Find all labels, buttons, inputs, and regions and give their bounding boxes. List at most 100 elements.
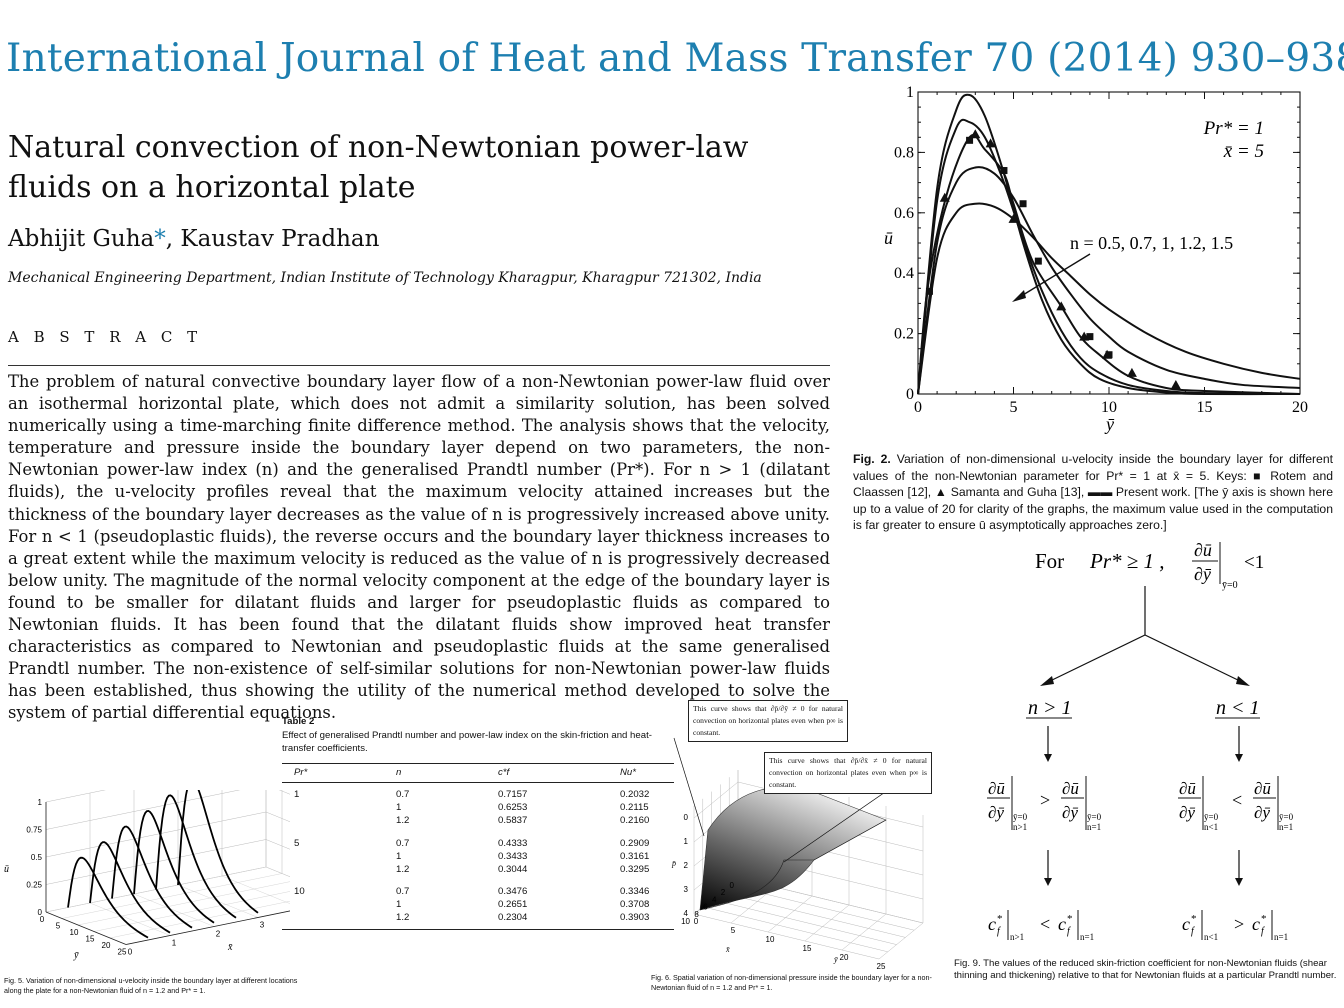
fig2-marker-triangle [1079,331,1090,341]
authors: Abhijit Guha*, Kaustav Pradhan [8,226,379,252]
table-cell [282,802,384,815]
fig5-gridline [265,866,290,877]
svg-text:∂ū: ∂ū [1194,540,1212,560]
svg-text:n<1: n<1 [1204,822,1218,832]
fig9-right-branch: n < 1 [1216,697,1260,719]
svg-text:n<1: n<1 [1204,932,1218,942]
fig2-marker-triangle [1056,301,1067,311]
svg-text:ȳ=0: ȳ=0 [1222,580,1238,591]
author-name: Abhijit Guha [8,226,155,252]
fig6-ytick: 25 [877,962,886,971]
fig2-ytick-label: 0.6 [894,205,914,222]
table2-grid: Pr* n c*f Nu* 1 0.7 0.7157 0.2032 1 0.6253 0.2… [282,763,674,931]
fig6-surface-edge [699,819,887,911]
svg-text:∂ȳ: ∂ȳ [1254,803,1270,822]
fig2-series-line [917,118,1301,395]
fig5-gridline [265,811,290,823]
table-cell: 0.2160 [620,814,650,826]
fig5-gridline [45,790,241,830]
fig5-gridline [265,839,290,850]
fig5-profile-curve [89,841,171,934]
svg-text:∂ū: ∂ū [1254,779,1271,798]
fig5-xbar-tick: 1 [172,939,177,948]
svg-text:ȳ=0: ȳ=0 [1279,812,1294,822]
fig9-left-compare: ∂ū ∂ȳ ȳ=0n>1 > ∂ū ∂ȳ ȳ=0n=1 [987,776,1102,832]
fig6-caption: Fig. 6. Spatial variation of non-dimensi… [651,973,932,992]
table-cell: 0.7 [396,789,410,800]
table-cell: 0.4333 [498,837,528,849]
table2-header: Pr* [282,763,384,783]
table-cell: 0.3476 [498,886,528,898]
fig5-xbar-label: x̄ [227,942,233,953]
fig2-xtick-label: 15 [1197,399,1213,416]
fig2-annot-x: x̄ = 5 [1223,141,1264,162]
fig6-note2: This curve shows that ∂p̄/∂x̄ ≠ 0 for na… [764,752,932,794]
fig6-gridline [841,913,887,951]
fig2-series-line [917,202,1301,395]
table-cell [282,864,384,881]
svg-text:n=1: n=1 [1087,822,1101,832]
fig2-marker-square [966,136,974,144]
table-cell [282,851,384,864]
fig9-top-derivative: ∂ū ∂ȳ ȳ=0 [1192,540,1238,591]
fig2-annot-n: n = 0.5, 0.7, 1, 1.2, 1.5 [1070,233,1233,253]
table-row: 1 0.3433 0.3161 [282,851,674,864]
table-cell: 0.3295 [620,863,650,875]
svg-text:c: c [988,914,996,934]
fig5-gridline [45,911,127,945]
fig5-ybar-tick: 15 [86,935,95,944]
fig5-gridline [89,902,171,936]
table-cell: 1.2 [396,814,410,826]
fig6-ztick: 2 [684,861,689,870]
table-cell: 0.2032 [620,789,650,800]
table-cell [282,912,384,929]
fig2-chart: 0 5 10 15 20 0 0.2 0.4 0.6 0.8 1 Pr* = 1 x̄ = 5 n … [884,84,1308,434]
fig6-gridline [767,895,813,933]
fig6-ytick: 15 [803,944,812,953]
svg-text:<: < [1040,914,1050,934]
fig6-gridline [693,781,739,819]
svg-text:c: c [1252,914,1260,934]
fig2-marker-triangle [1170,379,1181,389]
table-cell: 0.7 [396,886,410,898]
table-cell: 1 [294,789,300,800]
journal-header: International Journal of Heat and Mass T… [6,36,1344,81]
table-row: 1.2 0.2304 0.3903 [282,912,674,929]
fig9-left-branch: n > 1 [1028,697,1072,719]
corresponding-author-mark[interactable]: * [154,226,166,252]
svg-text:∂ȳ: ∂ȳ [988,803,1004,822]
svg-text:ȳ=0: ȳ=0 [1087,812,1102,822]
fig2-series-line [917,166,1301,395]
fig2-marker-triangle [1008,213,1019,223]
fig6-ylabel: ȳ [833,955,838,964]
fig6-ytick: 0 [694,917,699,926]
table-cell: 1 [396,899,402,911]
fig2-series-line [917,134,1301,395]
svg-text:∂ū: ∂ū [988,779,1005,798]
fig9-right-arrow [1144,634,1243,683]
fig6-xtick: 0 [730,881,735,890]
svg-text:f: f [1191,926,1195,937]
fig5-profile-curve [155,794,237,919]
fig9-arrowhead-left [1040,676,1054,686]
fig5-ybar-tick: 10 [70,928,79,937]
svg-text:∂ȳ: ∂ȳ [1194,564,1212,584]
table-row: 1 0.6253 0.2115 [282,802,674,815]
fig9-gt: > [1040,790,1050,810]
fig6-grid [693,770,924,960]
fig2-marker-triangle [939,192,950,202]
abstract-divider [8,365,830,366]
fig2-marker-square [1000,167,1008,175]
svg-text:n=1: n=1 [1279,822,1293,832]
fig6-xtick: 6 [703,903,708,912]
fig6-xlabel: x̄ [725,945,730,954]
svg-text:∂ȳ: ∂ȳ [1062,803,1078,822]
fig5-gridline [45,790,106,803]
svg-text:∂ū: ∂ū [1179,779,1196,798]
fig6-xtick: 10 [681,917,690,926]
fig9-top-lt1: <1 [1244,552,1264,573]
table-row: 1 0.2651 0.3708 [282,899,674,912]
fig2-xtick-label: 5 [1010,399,1018,416]
fig2-marker-triangle [985,138,996,148]
table-cell: 0.2304 [498,912,528,924]
